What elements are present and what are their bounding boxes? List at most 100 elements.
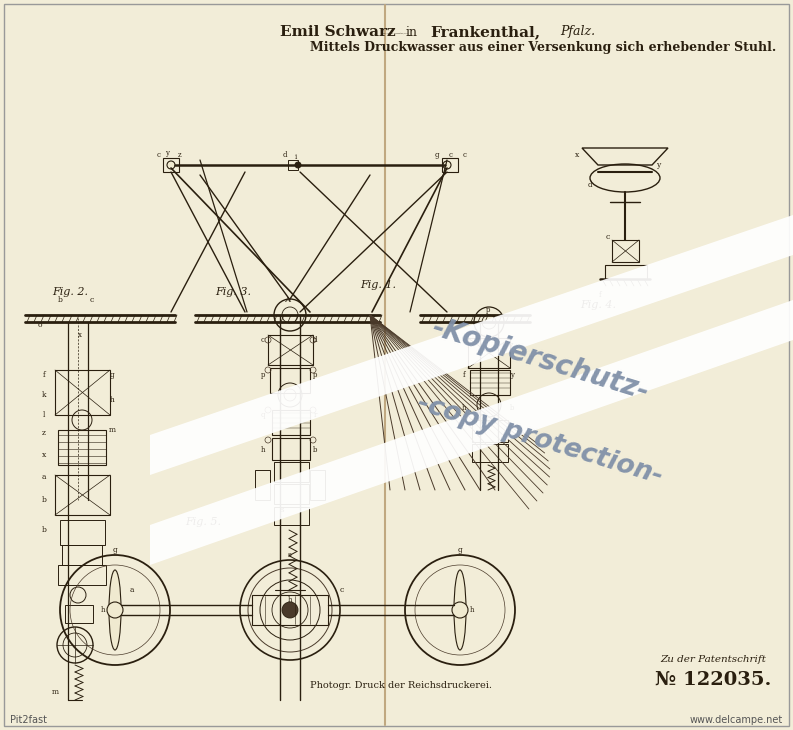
Text: x: x: [78, 331, 82, 339]
Text: c: c: [606, 233, 610, 241]
Bar: [55, 370, 110, 415]
Bar: [62, 545, 102, 565]
Bar: [58, 565, 106, 585]
Bar: [163, 158, 179, 172]
Bar: [288, 160, 298, 170]
Text: p: p: [312, 371, 317, 379]
Text: Fig. 1.: Fig. 1.: [360, 280, 396, 290]
Bar: [60, 520, 105, 545]
Text: b: b: [510, 404, 514, 412]
Text: -Kopierschutz-: -Kopierschutz-: [428, 314, 652, 407]
Text: b: b: [58, 296, 63, 304]
Bar: [255, 470, 270, 500]
Text: h: h: [462, 404, 466, 412]
Text: y: y: [656, 161, 660, 169]
Text: b: b: [312, 446, 317, 454]
Text: m: m: [52, 688, 59, 696]
Text: Fig. 2.: Fig. 2.: [52, 287, 88, 297]
Text: f: f: [43, 371, 45, 379]
Text: h: h: [261, 446, 265, 454]
Polygon shape: [150, 215, 793, 475]
Bar: [470, 370, 510, 395]
Text: Fig. 4.: Fig. 4.: [580, 300, 616, 310]
Text: b: b: [41, 496, 47, 504]
Text: h: h: [101, 606, 105, 614]
Text: Photogr. Druck der Reichsdruckerei.: Photogr. Druck der Reichsdruckerei.: [310, 680, 492, 690]
Text: h: h: [288, 596, 293, 604]
Text: Pit2fast: Pit2fast: [10, 715, 47, 725]
Text: a: a: [42, 473, 46, 481]
Bar: [612, 240, 639, 262]
Circle shape: [107, 602, 123, 618]
Text: www.delcampe.net: www.delcampe.net: [690, 715, 783, 725]
Text: i: i: [295, 153, 297, 161]
Text: r: r: [313, 411, 316, 419]
Text: x: x: [42, 451, 46, 459]
Text: g: g: [109, 371, 114, 379]
Text: Emil Schwarz ᴵᴿ Frankenthal, Pfalz.: Emil Schwarz ᴵᴿ Frankenthal, Pfalz.: [384, 32, 408, 34]
Text: c: c: [340, 586, 344, 594]
Text: c: c: [157, 151, 161, 159]
Text: b: b: [41, 526, 47, 534]
Text: g: g: [435, 151, 439, 159]
Text: z: z: [42, 429, 46, 437]
Text: d: d: [312, 336, 317, 344]
Text: c: c: [261, 336, 265, 344]
Bar: [65, 605, 93, 623]
Bar: [468, 338, 510, 368]
Text: Pfalz.: Pfalz.: [560, 26, 595, 39]
Text: q: q: [261, 411, 265, 419]
Text: -copy protection-: -copy protection-: [414, 391, 666, 490]
Bar: [274, 484, 309, 504]
Text: in: in: [406, 26, 418, 39]
Bar: [472, 444, 508, 462]
Bar: [272, 438, 310, 460]
Text: k: k: [42, 391, 46, 399]
Text: c: c: [463, 151, 467, 159]
Bar: [442, 158, 458, 172]
Circle shape: [295, 162, 301, 168]
Ellipse shape: [454, 570, 466, 650]
Text: Fig. 5.: Fig. 5.: [185, 517, 221, 527]
Bar: [268, 335, 313, 365]
Text: Frankenthal,: Frankenthal,: [430, 25, 540, 39]
Text: c: c: [90, 296, 94, 304]
Text: x: x: [575, 151, 579, 159]
Bar: [472, 420, 508, 442]
Text: d: d: [588, 181, 592, 189]
Bar: [605, 265, 647, 279]
Circle shape: [452, 602, 468, 618]
Bar: [58, 430, 106, 465]
Text: f: f: [599, 291, 601, 299]
Text: p: p: [261, 371, 265, 379]
Text: c: c: [449, 151, 453, 159]
Text: g: g: [458, 546, 462, 554]
Text: z: z: [178, 151, 182, 159]
Polygon shape: [150, 300, 793, 565]
Bar: [274, 507, 309, 525]
Text: h: h: [109, 396, 114, 404]
Bar: [55, 475, 110, 515]
Bar: [274, 462, 309, 482]
Text: p: p: [486, 306, 490, 314]
Text: a: a: [130, 586, 135, 594]
Text: l: l: [43, 411, 45, 419]
Text: z: z: [510, 341, 514, 349]
Text: A: A: [284, 296, 290, 304]
Text: m: m: [109, 426, 116, 434]
Ellipse shape: [109, 570, 121, 650]
Text: s: s: [288, 551, 292, 559]
Text: g: g: [113, 546, 117, 554]
Text: Mittels Druckwasser aus einer Versenkung sich erhebender Stuhl.: Mittels Druckwasser aus einer Versenkung…: [310, 42, 776, 55]
Text: s: s: [280, 506, 284, 514]
Text: d: d: [283, 151, 287, 159]
Text: y: y: [165, 149, 169, 157]
Bar: [272, 410, 310, 435]
Text: y: y: [510, 371, 514, 379]
Text: Fig. 3.: Fig. 3.: [215, 287, 251, 297]
Text: Emil Schwarz: Emil Schwarz: [281, 25, 396, 39]
Text: № 122035.: № 122035.: [655, 671, 772, 689]
Circle shape: [167, 161, 175, 169]
Circle shape: [443, 161, 451, 169]
Bar: [310, 470, 325, 500]
